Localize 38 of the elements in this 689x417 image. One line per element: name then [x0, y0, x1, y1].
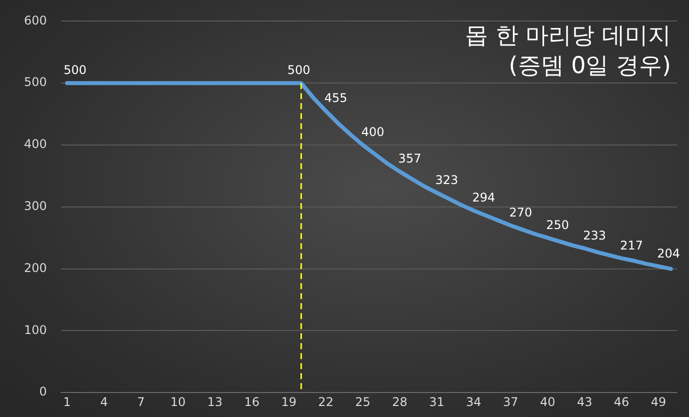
- data-label: 455: [324, 91, 348, 106]
- x-tick-label: 49: [650, 394, 666, 409]
- x-tick-label: 46: [614, 394, 630, 409]
- x-tick-label: 43: [576, 394, 592, 409]
- data-label: 323: [435, 172, 458, 187]
- data-label: 217: [620, 238, 644, 252]
- x-tick-label: 7: [137, 394, 145, 409]
- data-label: 500: [287, 63, 310, 78]
- x-tick-label: 1: [63, 394, 71, 409]
- x-tick-label: 31: [429, 394, 444, 409]
- y-tick-label: 0: [39, 384, 47, 399]
- data-label: 270: [509, 206, 532, 220]
- data-label: 250: [546, 218, 570, 232]
- text: (증뎀 0일 경우): [508, 53, 671, 80]
- y-tick-label: 500: [24, 75, 47, 90]
- y-tick-label: 300: [24, 199, 47, 214]
- x-tick-label: 13: [207, 394, 223, 409]
- data-label: 357: [398, 152, 422, 166]
- data-label: 500: [64, 63, 87, 78]
- x-tick-label: 34: [466, 394, 482, 409]
- x-tick-label: 22: [318, 394, 334, 409]
- y-tick-label: 100: [24, 322, 47, 337]
- x-tick-label: 40: [540, 394, 556, 409]
- y-tick-label: 400: [24, 137, 47, 152]
- x-tick-label: 25: [355, 394, 370, 409]
- data-label: 204: [657, 246, 680, 260]
- x-tick-label: 10: [170, 394, 186, 409]
- x-tick-label: 16: [244, 394, 260, 409]
- y-tick-label: 200: [24, 260, 47, 275]
- x-tick-label: 28: [392, 394, 408, 409]
- data-label: 400: [361, 125, 384, 140]
- y-tick-label: 600: [24, 13, 47, 28]
- data-label: 233: [583, 228, 606, 242]
- data-label: 294: [472, 190, 496, 205]
- x-tick-label: 37: [503, 394, 518, 409]
- chart-title: 몹 한 마리당 데미지: [465, 23, 671, 50]
- x-tick-label: 19: [281, 394, 296, 409]
- x-tick-label: 4: [100, 394, 108, 409]
